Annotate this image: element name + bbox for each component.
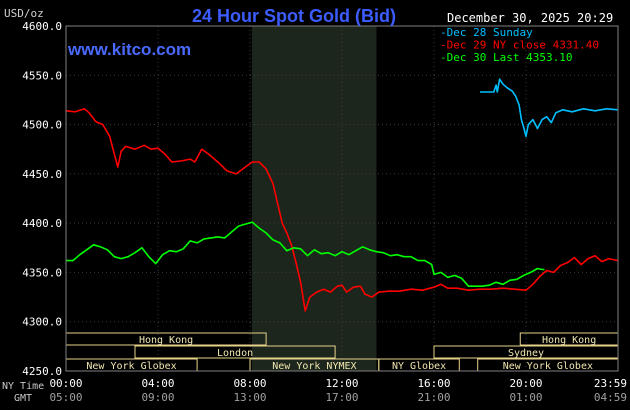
chart-datetime: December 30, 2025 20:29 xyxy=(447,11,613,25)
y-tick-label: 4500.0 xyxy=(22,119,62,132)
session-label: Hong Kong xyxy=(139,335,193,346)
session-label: Hong Kong xyxy=(542,335,596,346)
x-tick-label-ny: 04:00 xyxy=(141,377,174,390)
y-tick-label: 4400.0 xyxy=(22,217,62,230)
grid-lines xyxy=(66,26,618,371)
x-tick-label-gmt: 13:00 xyxy=(233,391,266,404)
x-tick-label-gmt: 21:00 xyxy=(417,391,450,404)
x-tick-label-ny: 20:00 xyxy=(509,377,542,390)
y-tick-label: 4450.0 xyxy=(22,168,62,181)
nymex-session-shading xyxy=(251,26,377,371)
legend-entry: -Dec 29 NY close 4331.40 xyxy=(440,39,599,52)
gmt-row-label: GMT xyxy=(14,393,32,404)
y-tick-label: 4350.0 xyxy=(22,266,62,279)
x-tick-label-ny: 23:59 xyxy=(594,377,627,390)
price-series xyxy=(65,78,619,312)
x-tick-label-gmt: 09:00 xyxy=(141,391,174,404)
session-label: New York NYMEX xyxy=(272,361,356,372)
series-line xyxy=(66,221,545,287)
plot-frame xyxy=(65,25,619,372)
session-label: Sydney xyxy=(508,348,544,359)
x-tick-label-ny: 00:00 xyxy=(49,377,82,390)
kitco-watermark: www.kitco.com xyxy=(67,40,191,59)
y-tick-label: 4550.0 xyxy=(22,69,62,82)
x-tick-label-ny: 16:00 xyxy=(417,377,450,390)
legend: -Dec 28 Sunday-Dec 29 NY close 4331.40-D… xyxy=(440,26,599,64)
ny-time-row-label: NY Time xyxy=(2,381,44,392)
session-label: NY Globex xyxy=(392,361,446,372)
chart-title: 24 Hour Spot Gold (Bid) xyxy=(192,6,396,26)
x-tick-label-ny: 12:00 xyxy=(325,377,358,390)
x-tick-label-gmt: 04:59 xyxy=(594,391,627,404)
y-tick-label: 4250.0 xyxy=(22,365,62,378)
session-box xyxy=(134,345,336,359)
series-line xyxy=(65,108,619,312)
y-tick-label: 4300.0 xyxy=(22,316,62,329)
x-tick-label-ny: 08:00 xyxy=(233,377,266,390)
legend-entry: -Dec 28 Sunday xyxy=(440,26,533,39)
x-tick-label-gmt: 17:00 xyxy=(325,391,358,404)
session-label: New York Globex xyxy=(86,361,176,372)
y-axis-ticks: 4600.0 4550.0 4500.0 4450.0 4400.0 4350.0 4300… xyxy=(22,20,62,378)
x-tick-label-gmt: 01:00 xyxy=(509,391,542,404)
x-tick-label-gmt: 05:00 xyxy=(49,391,82,404)
legend-entry: -Dec 30 Last 4353.10 xyxy=(440,51,572,64)
session-label: New York Globex xyxy=(503,361,593,372)
series-line xyxy=(480,78,619,138)
y-axis-label: USD/oz xyxy=(4,7,44,20)
session-label: London xyxy=(217,348,253,359)
y-tick-label: 4600.0 xyxy=(22,20,62,33)
